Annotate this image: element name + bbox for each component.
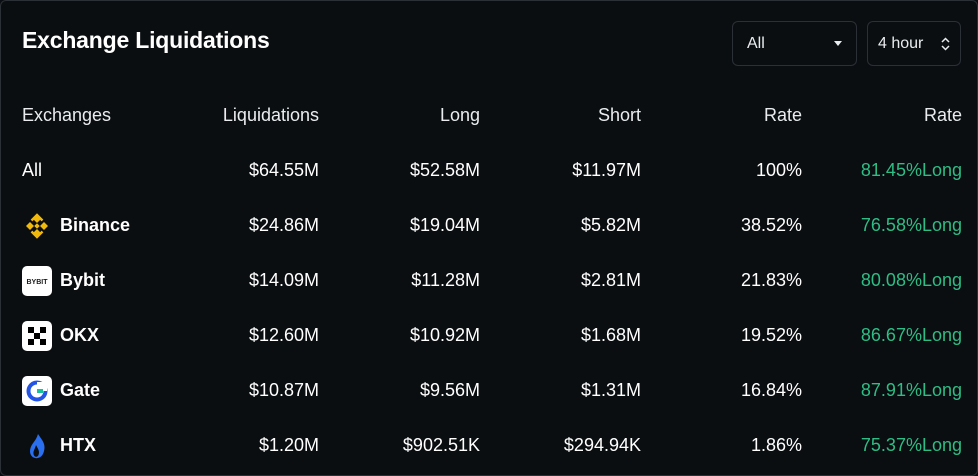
chevron-up-down-icon (941, 36, 950, 51)
rate-cell: 100% (755, 160, 802, 180)
htx-logo-icon (22, 431, 52, 461)
long-rate-cell: 87.91%Long (860, 380, 962, 400)
binance-logo-icon (22, 211, 52, 241)
exchange-name: HTX (60, 435, 96, 455)
long-rate-cell: 75.37%Long (860, 435, 962, 455)
okx-logo-icon (22, 320, 52, 351)
exchange-link-binance[interactable]: Binance (22, 211, 158, 241)
caret-down-icon (834, 41, 842, 46)
liquidations-cell: $12.60M (248, 325, 319, 345)
liquidations-cell: $1.20M (258, 435, 319, 455)
time-period-select[interactable]: 4 hour (867, 21, 961, 66)
long-cell: $52.58M (409, 160, 480, 180)
exchange-filter-select[interactable]: All (732, 21, 857, 66)
liquidations-cell: $14.09M (248, 270, 319, 290)
column-header-rate[interactable]: Rate (763, 105, 802, 125)
bybit-logo-icon: BYBIT (22, 265, 52, 296)
liquidations-cell: $10.87M (248, 380, 319, 400)
exchange-link-htx[interactable]: HTX (22, 431, 158, 461)
short-cell: $11.97M (572, 160, 641, 180)
short-cell: $2.81M (580, 270, 641, 290)
column-header-long-rate[interactable]: Rate (923, 105, 962, 125)
panel-title: Exchange Liquidations (22, 27, 270, 53)
table-row: All $64.55M $52.58M $11.97M 100% 81.45%L… (22, 143, 962, 198)
exchange-link-okx[interactable]: OKX (22, 320, 158, 351)
exchange-name: Binance (60, 215, 131, 235)
long-cell: $19.04M (409, 215, 480, 235)
liquidations-cell: $64.55M (248, 160, 319, 180)
short-cell: $1.68M (580, 325, 641, 345)
exchange-link-gate[interactable]: Gate (22, 375, 158, 406)
short-cell: $5.82M (580, 215, 641, 235)
table-row: Binance $24.86M $19.04M $5.82M 38.52% 76… (22, 198, 962, 253)
rate-cell: 38.52% (740, 215, 802, 235)
liquidations-cell: $24.86M (248, 215, 319, 235)
exchange-name: All (22, 160, 43, 180)
table-row: BYBIT Bybit $14.09M $11.28M $2.81M 21.83… (22, 253, 962, 308)
time-period-value: 4 hour (878, 34, 924, 52)
svg-text:BYBIT: BYBIT (27, 279, 49, 286)
column-header-long[interactable]: Long (439, 105, 480, 125)
table-header-row: Exchanges Liquidations Long Short Rate R… (22, 88, 962, 143)
long-rate-cell: 80.08%Long (860, 270, 962, 290)
table-row: Gate $10.87M $9.56M $1.31M 16.84% 87.91%… (22, 363, 962, 418)
liquidations-table: Exchanges Liquidations Long Short Rate R… (22, 88, 962, 473)
exchange-link-bybit[interactable]: BYBIT Bybit (22, 265, 158, 296)
rate-cell: 19.52% (740, 325, 802, 345)
column-header-exchanges[interactable]: Exchanges (22, 105, 112, 125)
exchange-filter-value: All (747, 34, 765, 52)
table-row: HTX $1.20M $902.51K $294.94K 1.86% 75.37… (22, 418, 962, 473)
long-rate-cell: 76.58%Long (860, 215, 962, 235)
exchange-name: OKX (60, 325, 100, 345)
long-cell: $10.92M (409, 325, 480, 345)
long-cell: $902.51K (402, 435, 480, 455)
rate-cell: 21.83% (740, 270, 802, 290)
rate-cell: 1.86% (750, 435, 802, 455)
long-cell: $11.28M (411, 270, 480, 290)
exchange-name: Gate (60, 380, 101, 400)
table-row: OKX $12.60M $10.92M $1.68M 19.52% 86.67%… (22, 308, 962, 363)
gate-logo-icon (22, 375, 52, 406)
rate-cell: 16.84% (740, 380, 802, 400)
column-header-liquidations[interactable]: Liquidations (222, 105, 319, 125)
short-cell: $1.31M (580, 380, 641, 400)
long-rate-cell: 81.45%Long (860, 160, 962, 180)
column-header-short[interactable]: Short (597, 105, 641, 125)
short-cell: $294.94K (563, 435, 641, 455)
exchange-name: Bybit (60, 270, 105, 290)
long-cell: $9.56M (419, 380, 480, 400)
long-rate-cell: 86.67%Long (860, 325, 962, 345)
